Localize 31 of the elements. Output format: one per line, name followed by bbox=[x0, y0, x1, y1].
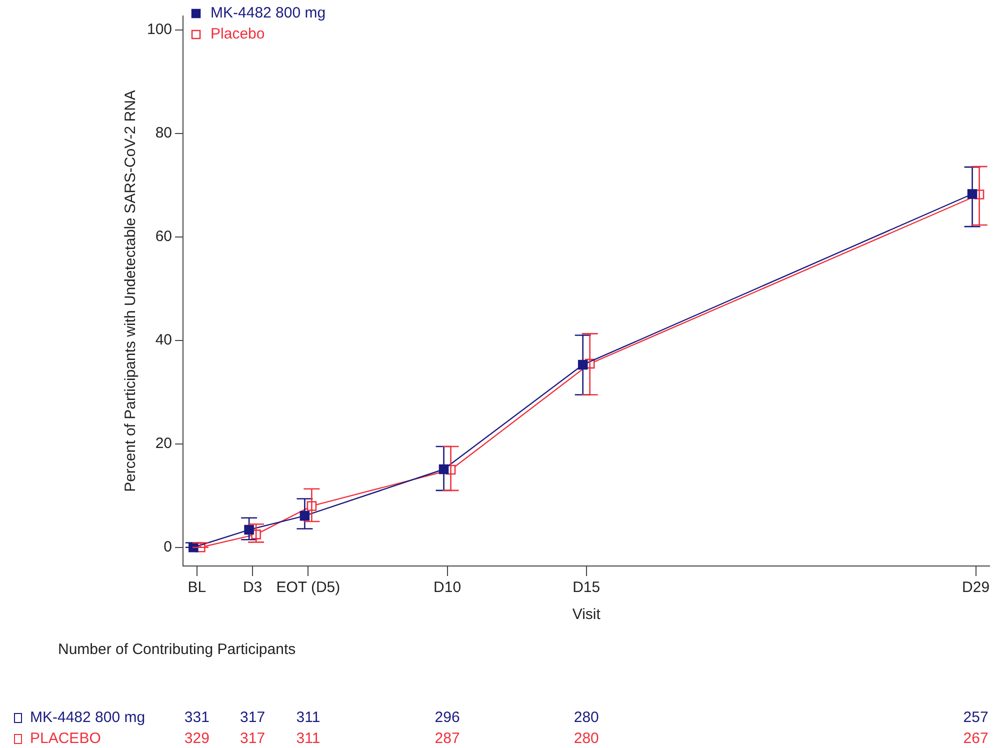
text: 280 bbox=[574, 709, 599, 726]
y-tick-label: 20 bbox=[155, 435, 172, 452]
text: 296 bbox=[434, 709, 460, 726]
text: MK-4482 800 mg bbox=[30, 709, 146, 726]
text: 287 bbox=[434, 730, 460, 748]
text: 317 bbox=[240, 709, 266, 726]
x-tick-label: D10 bbox=[434, 579, 462, 596]
text: 280 bbox=[574, 730, 599, 748]
x-tick-label: EOT (D5) bbox=[276, 579, 340, 596]
legend-label: MK-4482 800 mg bbox=[210, 4, 326, 22]
y-tick-label: 0 bbox=[164, 538, 172, 556]
y-tick-label: 40 bbox=[155, 332, 172, 349]
text: 311 bbox=[296, 730, 320, 748]
text: 331 bbox=[184, 709, 210, 726]
x-tick-label: D15 bbox=[572, 579, 600, 596]
text: 257 bbox=[963, 709, 988, 726]
x-axis-title: Visit bbox=[572, 606, 602, 624]
x-tick-label: D3 bbox=[242, 579, 262, 596]
legend-label: Placebo bbox=[210, 26, 265, 43]
text: 317 bbox=[240, 730, 266, 748]
y-tick-label: 60 bbox=[155, 228, 172, 246]
text: 267 bbox=[963, 730, 988, 748]
x-tick-label: D29 bbox=[962, 579, 990, 596]
text: PLACEBO bbox=[30, 730, 101, 748]
x-tick-label: BL bbox=[188, 579, 206, 596]
y-tick-label: 100 bbox=[146, 21, 172, 38]
text: Number of Contributing Participants bbox=[58, 641, 296, 658]
text: 329 bbox=[184, 730, 210, 748]
y-axis-title: Percent of Participants with Undetectable SARS-CoV-2 RNA bbox=[122, 90, 140, 492]
y-tick-label: 80 bbox=[155, 124, 172, 142]
text: 311 bbox=[296, 709, 320, 726]
